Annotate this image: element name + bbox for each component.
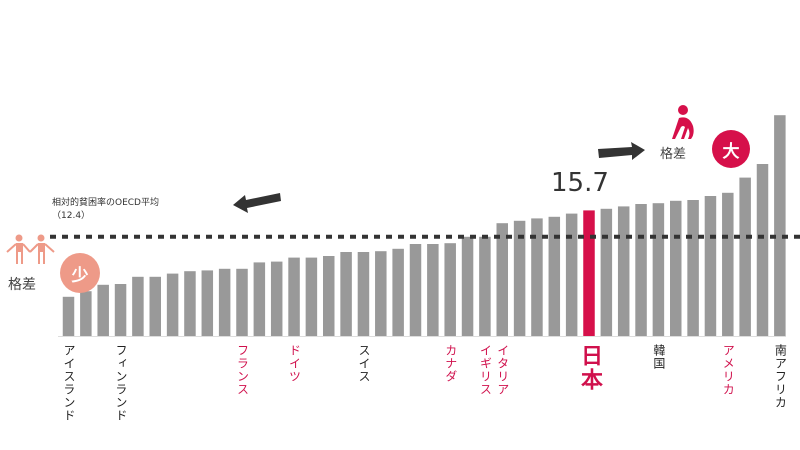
country-label: ドイツ [287,344,302,383]
bar [114,284,127,336]
low-badge: 少 [60,253,100,293]
bar [479,236,491,336]
high-badge: 大 [712,130,750,168]
bar [375,251,387,336]
bar-japan [583,210,595,336]
bar [184,271,196,336]
country-label: アメリカ [721,344,736,396]
country-label: 日本 [577,344,602,392]
bar [444,243,456,336]
bar [149,276,161,336]
bar [722,192,734,336]
bar [80,291,92,336]
bar [270,261,283,336]
bar [600,208,613,336]
bar [218,268,231,336]
bar [652,203,665,336]
country-label: イタリア [495,344,510,396]
country-label: 韓国 [651,344,666,370]
country-label: イギリス [478,344,493,396]
bar [132,276,144,336]
bar [565,213,578,336]
country-label: フランス [235,344,250,396]
bar [323,256,335,336]
bar [357,252,370,336]
bar [253,262,266,336]
bar [340,252,352,336]
bar [756,164,769,336]
bar [687,200,699,336]
country-label: スイス [356,344,371,383]
bar [531,218,543,336]
country-label: 南アフリカ [773,344,788,409]
bar [513,220,526,336]
bar [166,273,179,336]
oecd-average-label: 相対的貧困率のOECD平均 [52,198,159,208]
bar [461,236,474,336]
bar [739,177,751,336]
bar [392,248,404,336]
oecd-average-note: 相対的貧困率のOECD平均 （12.4） [52,197,159,223]
bar [704,196,717,336]
bar [62,296,75,336]
country-label: アイスランド [62,344,76,422]
country-label: カナダ [443,344,458,383]
bar [548,216,561,336]
bar [427,244,439,336]
bar [635,204,647,336]
bar [670,200,682,336]
country-label: フィンランド [114,344,129,422]
bar [288,257,300,336]
bar [496,223,508,336]
bar [97,284,109,336]
low-gap-label: 格差 [8,277,36,293]
people-equal-icon [6,234,55,264]
bar [409,244,422,336]
bar [201,270,214,336]
bar [236,268,248,336]
arrow-right-icon [598,142,645,160]
arrow-left-icon [233,193,281,213]
japan-value-label: 15.7 [551,168,609,198]
high-gap-label: 格差 [660,147,687,162]
bar [774,115,786,336]
person-struggling-icon [672,105,694,139]
bar [305,257,318,336]
bar [617,206,630,336]
oecd-average-value: （12.4） [52,211,91,221]
